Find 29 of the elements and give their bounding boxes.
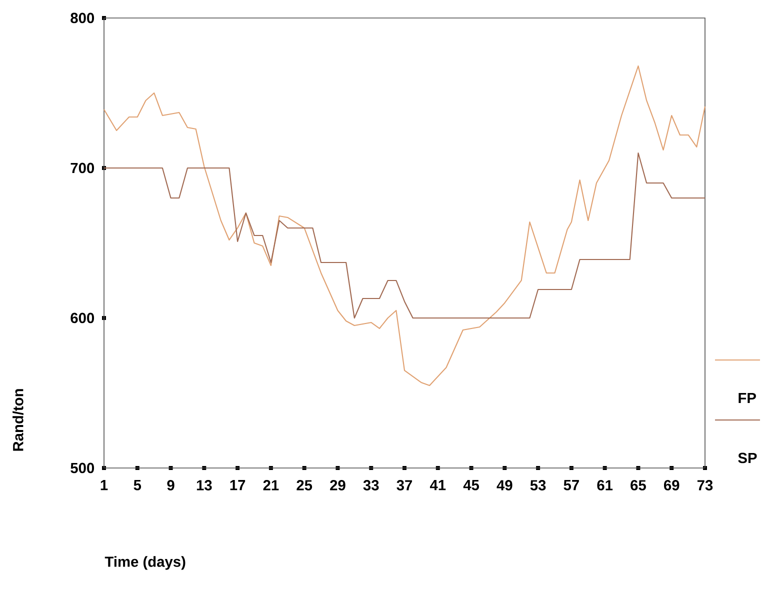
y-tick-label: 600 <box>70 312 94 324</box>
x-tick-label: 37 <box>396 480 412 490</box>
x-axis-title: Time (days) <box>104 556 186 570</box>
x-tick-label: 45 <box>463 480 480 490</box>
x-tick-label: 5 <box>134 480 142 490</box>
y-axis-title: Rand/ton <box>12 389 24 451</box>
x-tick-label: 21 <box>263 480 279 490</box>
x-tick-label: 69 <box>664 480 680 490</box>
x-tick-label: 33 <box>363 480 379 490</box>
text: SP <box>738 452 757 464</box>
x-tick-label: 1 <box>100 480 108 490</box>
x-tick-label: 17 <box>230 480 246 490</box>
y-tick-label: 800 <box>70 12 94 24</box>
x-tick-label: 61 <box>597 480 613 490</box>
x-tick-label: 25 <box>296 480 312 490</box>
x-tick-label: 49 <box>496 480 512 490</box>
y-tick-label: 500 <box>70 462 94 474</box>
line-series <box>103 152 706 319</box>
y-tick-label: 700 <box>70 162 94 174</box>
x-tick-label: 41 <box>430 480 446 490</box>
x-tick-label: 53 <box>530 480 546 490</box>
line-series <box>103 65 706 386</box>
x-tick-label: 73 <box>697 480 713 490</box>
x-tick-label: 13 <box>196 480 212 490</box>
x-tick-label: 9 <box>167 480 174 490</box>
x-tick-label: 29 <box>330 480 346 490</box>
x-tick-label: 65 <box>630 480 646 490</box>
text: FP <box>738 392 756 404</box>
x-tick-label: 57 <box>564 480 579 490</box>
